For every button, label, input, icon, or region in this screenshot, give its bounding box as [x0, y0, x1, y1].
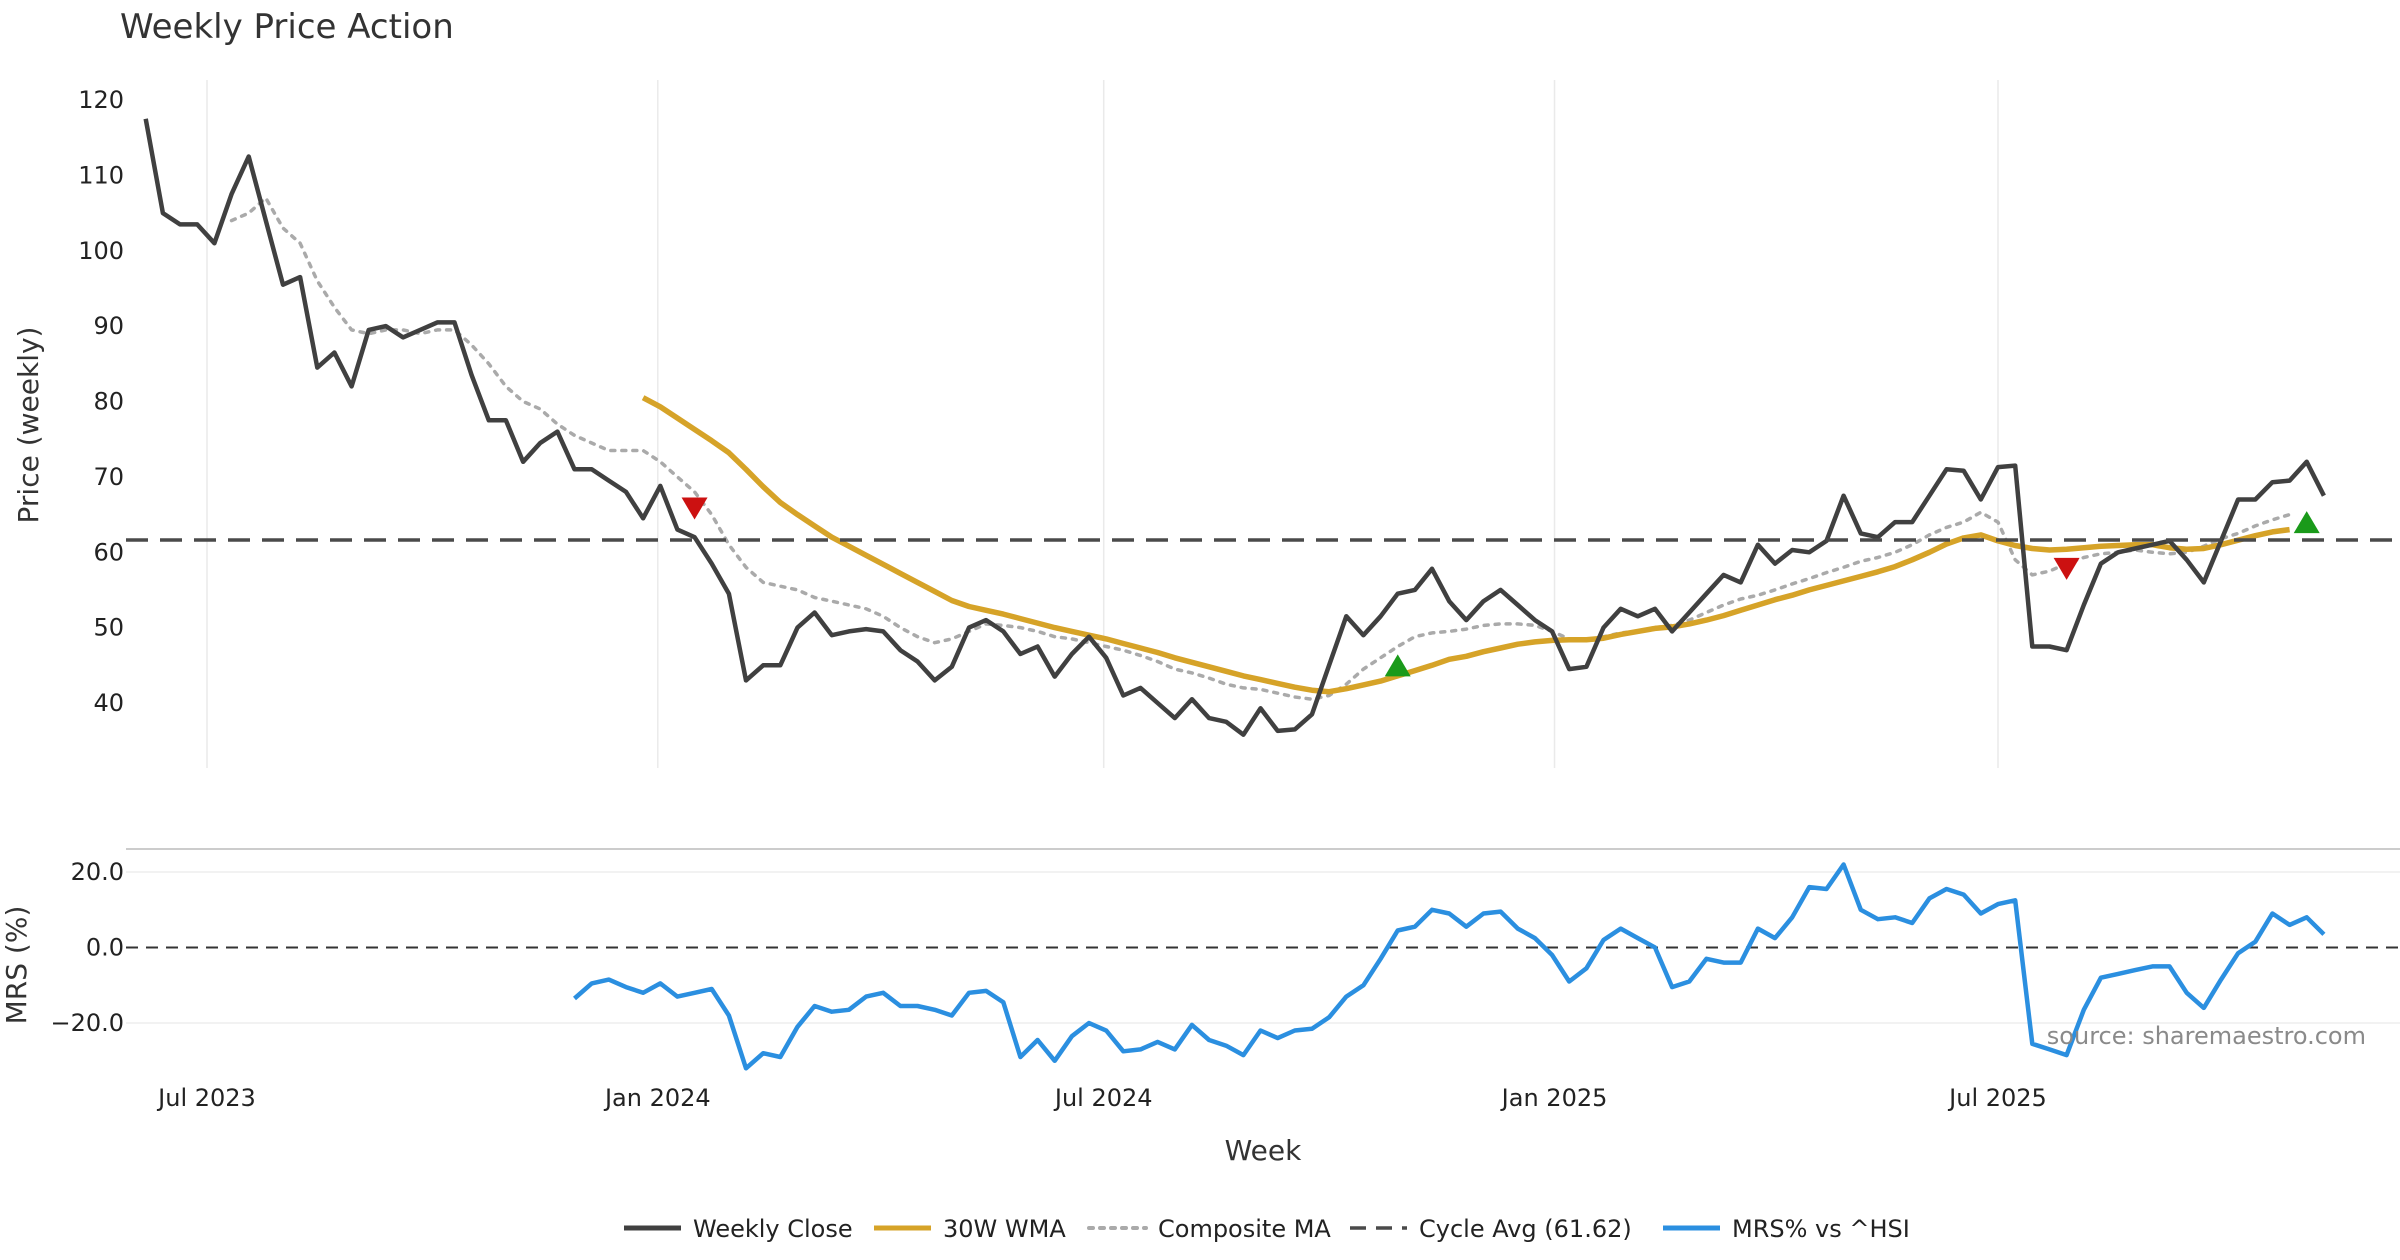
series-line-weekly-close	[143, 118, 2326, 737]
top-y-tick-label-5: 90	[93, 312, 124, 340]
bottom-panel-series	[573, 862, 2326, 1071]
top-y-tick-label-1: 50	[93, 614, 124, 642]
top-panel-y-ticks: 40 50 60 70 80 90 100 110 120	[78, 86, 124, 717]
top-panel-series	[126, 118, 2400, 737]
x-axis-ticks: Jul 2023 Jan 2024 Jul 2024 Jan 2025 Jul 2025	[156, 1084, 2047, 1112]
top-y-tick-label-3: 70	[93, 463, 124, 491]
x-tick-label-0: Jul 2023	[156, 1084, 256, 1112]
legend-label-mrs-vs-hsi: MRS% vs ^HSI	[1732, 1215, 1910, 1243]
legend-label-30w-wma: 30W WMA	[943, 1215, 1066, 1243]
series-line-composite-ma	[229, 196, 2292, 701]
buy-signal-marker-3	[2293, 511, 2320, 534]
legend-label-cycle-avg-61-62: Cycle Avg (61.62)	[1419, 1215, 1632, 1243]
series-line-30w-wma	[641, 395, 2290, 695]
bottom-panel-grid	[126, 871, 2400, 1024]
top-y-tick-label-0: 40	[93, 689, 124, 717]
chart-title: Weekly Price Action	[120, 7, 454, 47]
bottom-panel-y-ticks: 20.0 0.0 −20.0	[50, 858, 124, 1037]
top-panel-markers	[681, 497, 2320, 677]
bottom-panel-y-axis-title: MRS (%)	[0, 906, 33, 1025]
top-panel-y-axis-title: Price (weekly)	[12, 327, 45, 524]
buy-signal-marker-1	[1384, 654, 1411, 677]
source-credit: source: sharemaestro.com	[2047, 1022, 2366, 1050]
top-panel-grid	[206, 80, 1999, 768]
x-axis-title: Week	[1225, 1134, 1302, 1167]
top-y-tick-label-2: 60	[93, 538, 124, 566]
x-tick-label-2: Jul 2024	[1053, 1084, 1153, 1112]
sell-signal-marker-0	[681, 497, 708, 520]
bottom-y-tick-label-2: −20.0	[50, 1009, 124, 1037]
top-y-tick-label-4: 80	[93, 388, 124, 416]
x-tick-label-3: Jan 2025	[1500, 1084, 1608, 1112]
top-y-tick-label-8: 120	[78, 86, 124, 114]
bottom-y-tick-label-1: 0.0	[86, 934, 124, 962]
top-y-tick-label-6: 100	[78, 237, 124, 265]
series-line-mrs-vs-hsi	[573, 862, 2326, 1071]
bottom-y-tick-label-0: 20.0	[71, 858, 124, 886]
legend-label-composite-ma: Composite MA	[1158, 1215, 1331, 1243]
x-tick-label-4: Jul 2025	[1947, 1084, 2047, 1112]
chart-legend: Weekly Close 30W WMA Composite MA Cycle Avg…	[624, 1215, 1910, 1243]
top-y-tick-label-7: 110	[78, 161, 124, 189]
x-tick-label-1: Jan 2024	[603, 1084, 711, 1112]
legend-label-weekly-close: Weekly Close	[693, 1215, 853, 1243]
sell-signal-marker-2	[2053, 557, 2080, 580]
